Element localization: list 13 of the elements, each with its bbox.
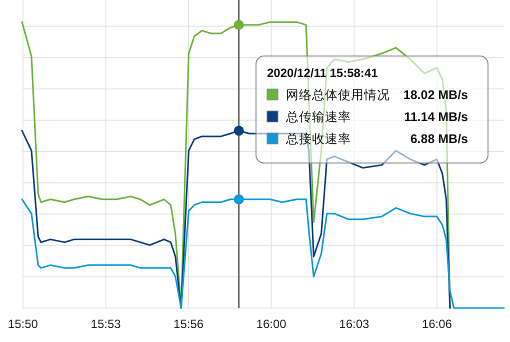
annotation: 18.02 MB/s xyxy=(403,88,468,102)
x-tick-label: 16:03 xyxy=(339,317,370,331)
x-tick-label: 15:53 xyxy=(90,317,122,331)
x-tick-label: 15:56 xyxy=(174,317,204,331)
annotation: 11.14 MB/s xyxy=(404,110,468,124)
x-tick-label: 16:06 xyxy=(422,317,452,331)
legend-label: 网络总体使用情况 xyxy=(286,88,390,102)
annotation: 2020/12/11 15:58:41 xyxy=(267,66,378,80)
x-tick-label: 16:00 xyxy=(256,317,287,331)
legend-label: 总接收速率 xyxy=(285,131,351,146)
legend-label: 总传输速率 xyxy=(285,109,351,124)
x-tick-label: 15:50 xyxy=(8,317,38,331)
annotation: 6.88 MB/s xyxy=(410,132,468,146)
